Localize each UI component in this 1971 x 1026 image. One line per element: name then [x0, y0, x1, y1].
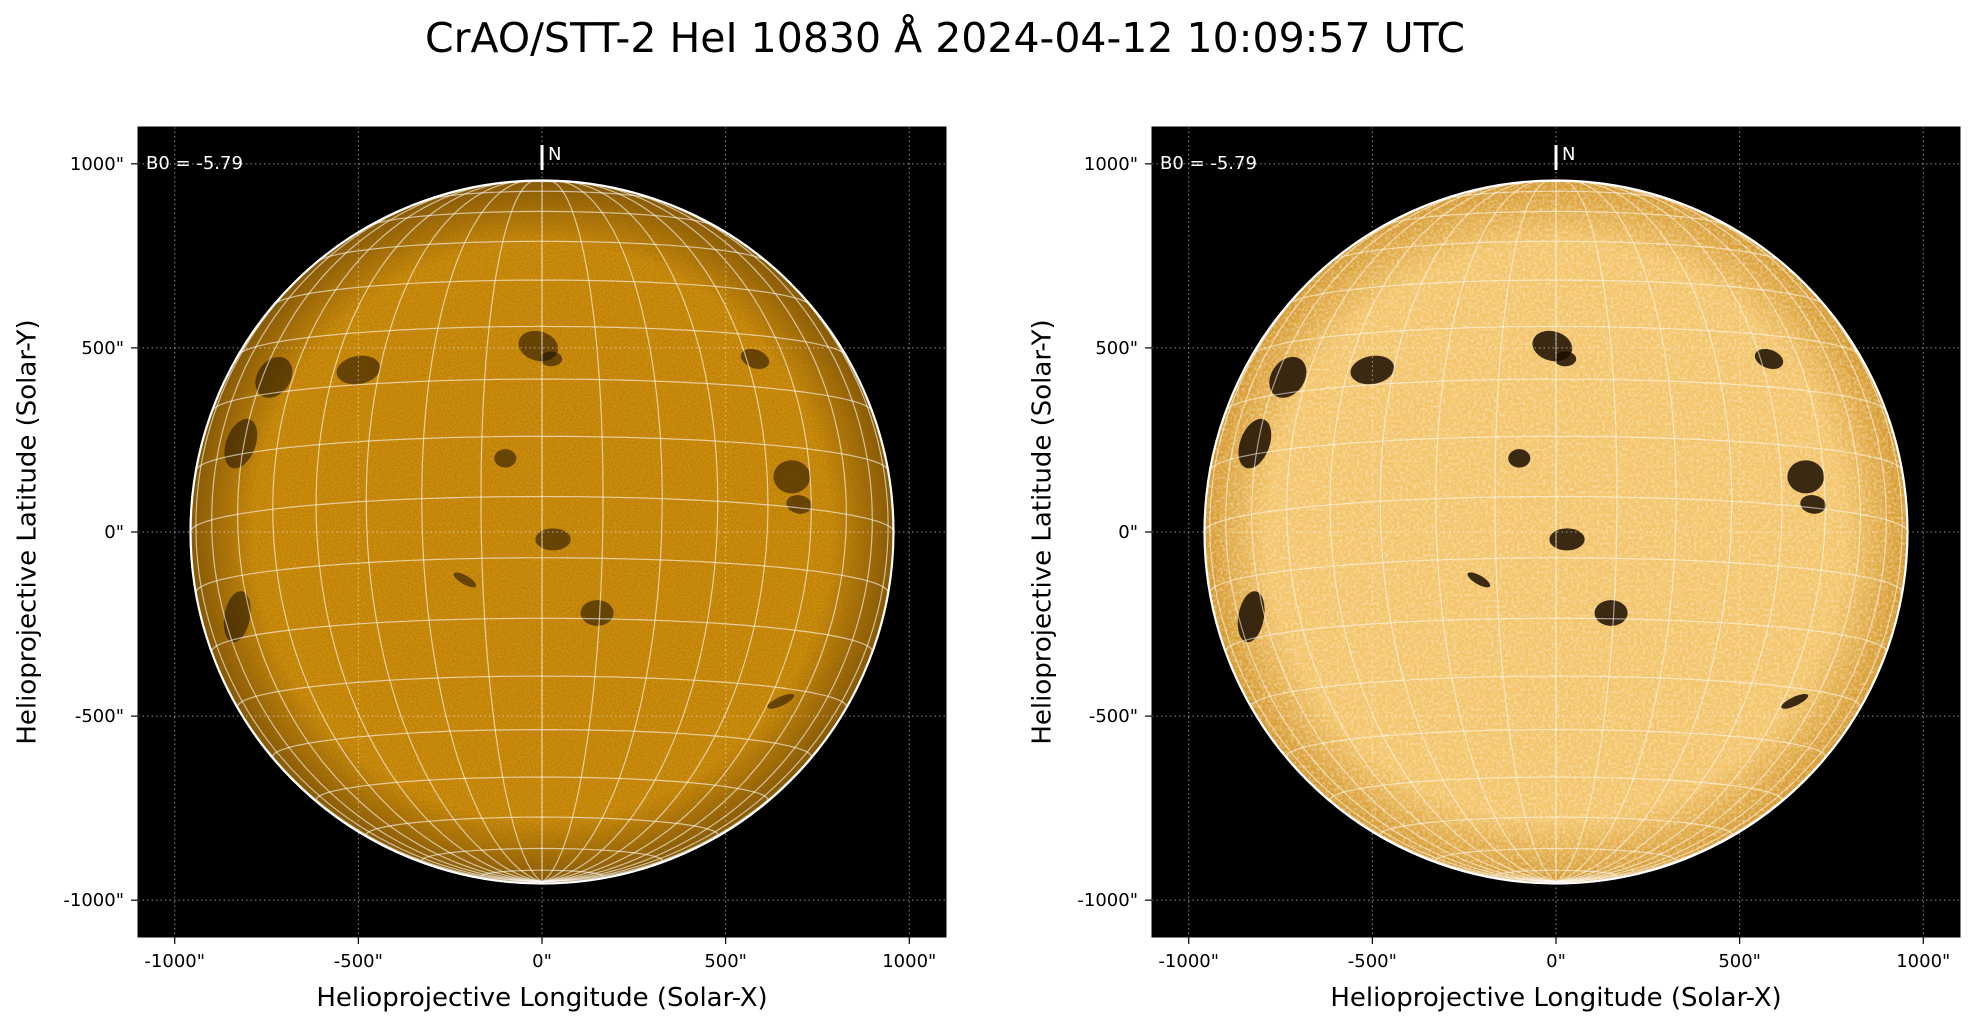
- y-axis-label: Helioprojective Latitude (Solar-Y): [1028, 319, 1058, 744]
- grid-line: [1494, 180, 1557, 883]
- grid-line: [195, 557, 889, 593]
- filament-feature: [1467, 572, 1491, 588]
- grid-line: [1209, 435, 1903, 471]
- grid-line: [1379, 180, 1557, 883]
- grid-line: [541, 180, 663, 883]
- grid-line: [365, 816, 719, 835]
- filament-feature: [453, 572, 477, 588]
- filament-feature: [540, 351, 563, 367]
- filament-feature: [1594, 600, 1628, 626]
- coordinate-grid: [138, 127, 946, 937]
- grid-line: [1225, 195, 1557, 883]
- coordinate-grid: [1152, 127, 1960, 937]
- filament-feature: [1781, 693, 1809, 709]
- x-axis-label: Helioprojective Longitude (Solar-X): [1330, 983, 1781, 1013]
- grid-line: [1555, 231, 1903, 883]
- x-axis-label: Helioprojective Longitude (Solar-X): [316, 983, 767, 1013]
- grid-line: [1555, 180, 1677, 883]
- x-tick-label: 1000": [1896, 951, 1950, 972]
- grid-line: [1435, 180, 1557, 883]
- grid-line: [315, 776, 769, 800]
- grid-line: [1383, 210, 1729, 227]
- x-tick-label: 1000": [882, 951, 936, 972]
- filament-feature: [1269, 356, 1307, 398]
- grid-line: [315, 181, 543, 883]
- filament-feature: [535, 528, 571, 551]
- b0-annotation: B0 = -5.79: [1160, 153, 1257, 174]
- x-tick-label: -1000": [144, 951, 205, 972]
- y-tick-label: 500": [1095, 338, 1138, 359]
- grid-line: [1329, 181, 1557, 883]
- grid-line: [541, 180, 719, 883]
- grid-line: [541, 183, 812, 883]
- grid-line: [1209, 231, 1557, 883]
- grid-line: [1286, 183, 1557, 883]
- y-tick-label: -1000": [1077, 890, 1138, 911]
- y-tick-label: -500": [1089, 706, 1138, 727]
- grid-line: [317, 240, 767, 262]
- grid-line: [1555, 195, 1887, 883]
- filament-feature: [773, 460, 811, 494]
- grid-line: [541, 181, 769, 883]
- y-tick-label: 1000": [1084, 154, 1138, 175]
- grid-line: [1555, 180, 1618, 883]
- grid-line: [1555, 180, 1733, 883]
- grid-line: [195, 435, 889, 471]
- grid-line: [1555, 183, 1826, 883]
- filament-feature: [223, 591, 251, 643]
- filament-feature: [1787, 460, 1825, 494]
- grid-line: [211, 195, 543, 883]
- grid-line: [195, 231, 543, 883]
- y-tick-label: 500": [81, 338, 124, 359]
- filament-feature: [767, 693, 795, 709]
- grid-line: [480, 180, 543, 883]
- grid-line: [365, 180, 543, 883]
- grid-line: [1331, 240, 1781, 262]
- dark-features: [223, 330, 812, 709]
- x-tick-label: -500": [334, 951, 383, 972]
- grid-line: [1555, 181, 1783, 883]
- north-label: N: [548, 144, 561, 165]
- y-tick-label: -500": [75, 706, 124, 727]
- y-tick-label: 0": [104, 522, 124, 543]
- x-tick-label: -1000": [1158, 951, 1219, 972]
- y-tick-label: -1000": [63, 890, 124, 911]
- grid-line: [369, 210, 715, 227]
- x-tick-label: 500": [1718, 951, 1761, 972]
- x-tick-label: 0": [532, 951, 552, 972]
- x-tick-label: 0": [1546, 951, 1566, 972]
- grid-line: [541, 180, 604, 883]
- filament-feature: [1549, 528, 1585, 551]
- y-tick-label: 1000": [70, 154, 124, 175]
- y-axis-label: Helioprojective Latitude (Solar-Y): [13, 319, 43, 744]
- b0-annotation: B0 = -5.79: [146, 153, 243, 174]
- grid-line: [1329, 776, 1783, 800]
- grid-line: [272, 729, 812, 757]
- grid-line: [1379, 816, 1733, 835]
- filament-feature: [255, 356, 293, 398]
- grid-line: [541, 195, 873, 883]
- grid-line: [272, 183, 543, 883]
- x-tick-label: 500": [704, 951, 747, 972]
- north-label: N: [1562, 144, 1575, 165]
- grid-line: [421, 180, 543, 883]
- x-tick-label: -500": [1348, 951, 1397, 972]
- filament-feature: [1554, 351, 1577, 367]
- filament-feature: [1237, 591, 1265, 643]
- grid-line: [1286, 729, 1826, 757]
- figure-title: CrAO/STT-2 HeI 10830 Å 2024-04-12 10:09:…: [425, 14, 1465, 62]
- grid-line: [1209, 557, 1903, 593]
- filament-feature: [494, 449, 517, 468]
- filament-feature: [1508, 449, 1531, 468]
- grid-line: [541, 231, 889, 883]
- y-tick-label: 0": [1118, 522, 1138, 543]
